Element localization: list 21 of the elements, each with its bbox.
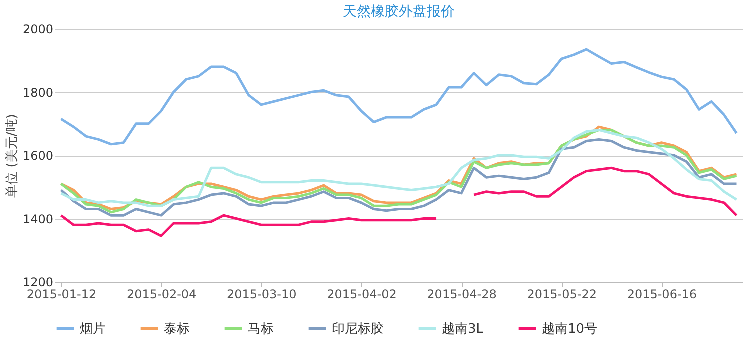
y-tick-label: 1800	[22, 86, 54, 100]
legend-label: 泰标	[164, 322, 190, 337]
legend-label: 烟片	[80, 322, 106, 337]
y-tick-label: 1600	[22, 149, 54, 163]
x-tick-label: 2015-01-12	[26, 288, 97, 302]
x-tick-label: 2015-04-28	[427, 288, 497, 302]
legend-label: 印尼标胶	[332, 322, 384, 337]
x-tick-label: 2015-02-04	[126, 288, 197, 302]
x-tick-label: 2015-04-02	[327, 288, 397, 302]
x-tick-label: 2015-05-22	[527, 288, 597, 302]
y-axis-title: 单位 (美元/吨)	[4, 114, 20, 198]
y-tick-label: 2000	[22, 22, 54, 36]
legend-label: 越南3L	[442, 322, 484, 337]
legend-label: 马标	[248, 322, 274, 337]
legend-label: 越南10号	[542, 322, 598, 337]
x-tick-label: 2015-03-10	[227, 288, 297, 302]
chart-title: 天然橡胶外盘报价	[343, 4, 455, 20]
y-tick-label: 1400	[22, 212, 54, 226]
y-tick-label: 1200	[22, 276, 54, 290]
line-series	[60, 48, 738, 146]
x-tick-label: 2015-06-16	[627, 288, 698, 302]
